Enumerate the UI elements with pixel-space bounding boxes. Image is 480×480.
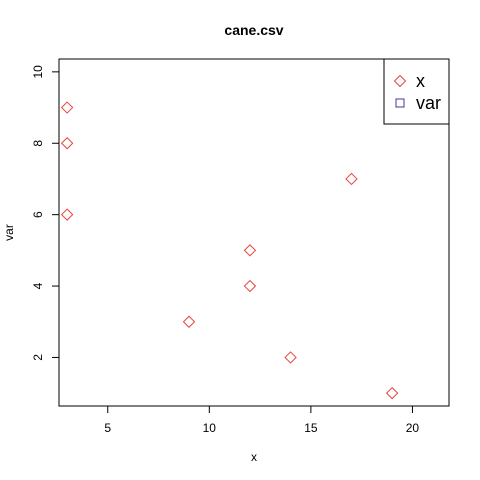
data-point <box>284 351 297 364</box>
y-tick-label: 6 <box>31 211 45 218</box>
legend-label: var <box>416 93 441 113</box>
y-tick-label: 10 <box>31 65 45 79</box>
x-tick-label: 5 <box>104 421 111 435</box>
legend-symbol-x <box>393 74 407 88</box>
y-tick-label: 2 <box>31 354 45 361</box>
data-points <box>60 101 399 400</box>
legend-symbol-var <box>395 98 405 108</box>
data-point <box>385 386 399 400</box>
legend-box <box>383 58 450 125</box>
x-tick-label: 15 <box>304 421 318 435</box>
y-axis-label: var <box>2 224 16 241</box>
y-tick-label: 8 <box>31 140 45 147</box>
x-tick-label: 20 <box>406 421 420 435</box>
x-axis-label: x <box>251 450 257 464</box>
data-point <box>60 101 74 114</box>
data-point <box>243 244 257 257</box>
y-tick-label: 4 <box>31 282 45 289</box>
data-point <box>182 315 196 328</box>
data-point <box>60 208 74 221</box>
x-axis: 5 10 15 20 <box>104 405 420 435</box>
x-tick-label: 10 <box>203 421 217 435</box>
y-axis: 2 4 6 8 10 <box>31 65 60 361</box>
data-point <box>60 137 74 150</box>
legend-label: x <box>416 71 425 91</box>
data-point <box>243 279 257 293</box>
data-point <box>345 172 358 186</box>
chart-title: cane.csv <box>224 22 283 38</box>
